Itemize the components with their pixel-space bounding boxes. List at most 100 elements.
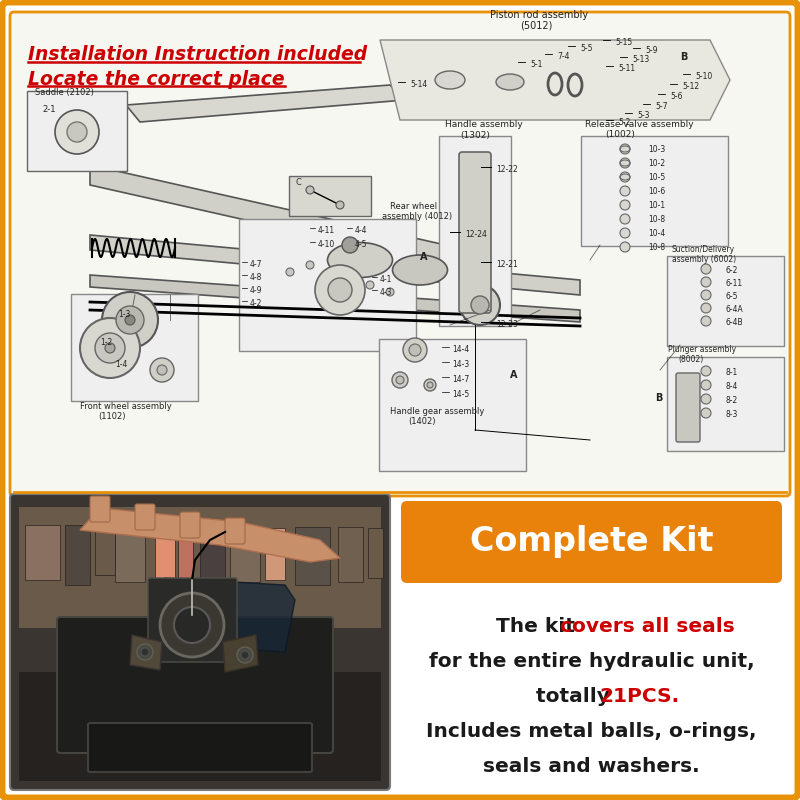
Bar	[178, 528, 193, 578]
Bar	[200, 525, 225, 585]
Text: Handle assembly: Handle assembly	[445, 120, 522, 129]
Text: 4-11: 4-11	[318, 226, 335, 235]
FancyBboxPatch shape	[71, 294, 198, 401]
Text: 5-2: 5-2	[618, 118, 630, 127]
FancyBboxPatch shape	[289, 176, 371, 216]
Ellipse shape	[496, 74, 524, 90]
Text: Rear wheel: Rear wheel	[390, 202, 437, 211]
Text: 10-4: 10-4	[648, 229, 666, 238]
Text: 5-1: 5-1	[530, 60, 542, 69]
Circle shape	[174, 607, 210, 643]
Text: (8002): (8002)	[678, 355, 703, 364]
Text: 1-3: 1-3	[118, 310, 130, 319]
Text: assembly (6002): assembly (6002)	[672, 255, 736, 264]
Text: Includes metal balls, o-rings,: Includes metal balls, o-rings,	[426, 722, 757, 742]
Circle shape	[460, 285, 500, 325]
Polygon shape	[80, 508, 340, 562]
Text: 8-4: 8-4	[725, 382, 738, 391]
Text: 6-5: 6-5	[725, 292, 738, 301]
Text: 5-11: 5-11	[618, 64, 635, 73]
Text: 5-10: 5-10	[695, 72, 712, 81]
Circle shape	[701, 277, 711, 287]
Circle shape	[701, 394, 711, 404]
Bar	[115, 525, 145, 582]
FancyBboxPatch shape	[676, 373, 700, 442]
Ellipse shape	[327, 242, 393, 278]
Circle shape	[620, 158, 630, 168]
Text: 10-6: 10-6	[648, 187, 666, 196]
Circle shape	[701, 380, 711, 390]
Text: 10-1: 10-1	[648, 201, 665, 210]
Text: 6-4B: 6-4B	[725, 318, 742, 327]
Text: 5-3: 5-3	[637, 111, 650, 120]
Circle shape	[315, 265, 365, 315]
Circle shape	[95, 333, 125, 363]
Circle shape	[620, 228, 630, 238]
Text: 4-2: 4-2	[250, 299, 262, 308]
Circle shape	[102, 292, 158, 348]
Circle shape	[701, 264, 711, 274]
Text: 2-1: 2-1	[42, 105, 55, 114]
Circle shape	[80, 318, 140, 378]
FancyBboxPatch shape	[239, 219, 416, 351]
Text: Suction/Delivery: Suction/Delivery	[672, 245, 735, 254]
Text: covers all seals: covers all seals	[560, 617, 734, 636]
Circle shape	[137, 644, 153, 660]
Text: 5-5: 5-5	[580, 44, 593, 53]
FancyBboxPatch shape	[10, 12, 790, 496]
Circle shape	[701, 366, 711, 376]
Circle shape	[701, 408, 711, 418]
Circle shape	[396, 376, 404, 384]
Circle shape	[701, 316, 711, 326]
Circle shape	[409, 344, 421, 356]
Circle shape	[424, 379, 436, 391]
Text: 6-2: 6-2	[725, 266, 738, 275]
Text: 8-2: 8-2	[725, 396, 738, 405]
Circle shape	[620, 214, 630, 224]
Text: 4-10: 4-10	[318, 240, 335, 249]
Polygon shape	[380, 40, 730, 120]
FancyBboxPatch shape	[57, 617, 333, 753]
Text: (5012): (5012)	[520, 21, 552, 31]
Circle shape	[55, 110, 99, 154]
Ellipse shape	[393, 255, 447, 285]
Circle shape	[620, 186, 630, 196]
Bar	[155, 525, 175, 580]
FancyBboxPatch shape	[135, 504, 155, 530]
Text: for the entire hydraulic unit,: for the entire hydraulic unit,	[429, 652, 754, 671]
Text: 5-13: 5-13	[632, 55, 650, 64]
Circle shape	[286, 268, 294, 276]
Bar	[19, 506, 381, 627]
Circle shape	[366, 281, 374, 289]
Polygon shape	[90, 275, 580, 322]
Text: 1-4: 1-4	[115, 360, 127, 369]
Text: Installation Instruction included: Installation Instruction included	[28, 45, 367, 64]
Text: A: A	[420, 252, 427, 262]
Bar	[338, 527, 363, 582]
Text: assembly (4012): assembly (4012)	[382, 212, 452, 221]
Text: 5-14: 5-14	[410, 80, 427, 89]
FancyBboxPatch shape	[148, 578, 237, 662]
Bar	[19, 671, 381, 781]
Bar	[65, 525, 90, 585]
Text: 12-24: 12-24	[465, 230, 487, 239]
Text: 5-15: 5-15	[615, 38, 632, 47]
Text: 6-4A: 6-4A	[725, 305, 742, 314]
FancyBboxPatch shape	[27, 91, 127, 171]
Text: (1002): (1002)	[605, 130, 635, 139]
Circle shape	[141, 648, 149, 656]
Text: 7-4: 7-4	[557, 52, 570, 61]
Text: 10-8: 10-8	[648, 243, 665, 252]
FancyBboxPatch shape	[225, 518, 245, 544]
Polygon shape	[126, 85, 405, 122]
Text: Piston rod assembly: Piston rod assembly	[490, 10, 588, 20]
Polygon shape	[90, 235, 580, 295]
Text: 5-12: 5-12	[682, 82, 699, 91]
Text: 12-22: 12-22	[496, 165, 518, 174]
Text: Saddle (2102): Saddle (2102)	[35, 88, 94, 97]
Circle shape	[237, 647, 253, 663]
Text: 12-21: 12-21	[496, 260, 518, 269]
Text: 4-8: 4-8	[250, 273, 262, 282]
Text: 4-1: 4-1	[380, 275, 392, 284]
Circle shape	[150, 358, 174, 382]
